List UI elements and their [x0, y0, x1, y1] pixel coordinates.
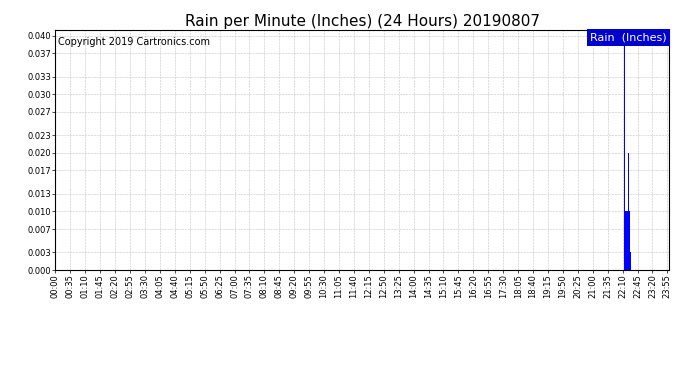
- Text: Copyright 2019 Cartronics.com: Copyright 2019 Cartronics.com: [58, 37, 210, 47]
- Title: Rain per Minute (Inches) (24 Hours) 20190807: Rain per Minute (Inches) (24 Hours) 2019…: [185, 14, 540, 29]
- Text: Rain  (Inches): Rain (Inches): [590, 33, 667, 43]
